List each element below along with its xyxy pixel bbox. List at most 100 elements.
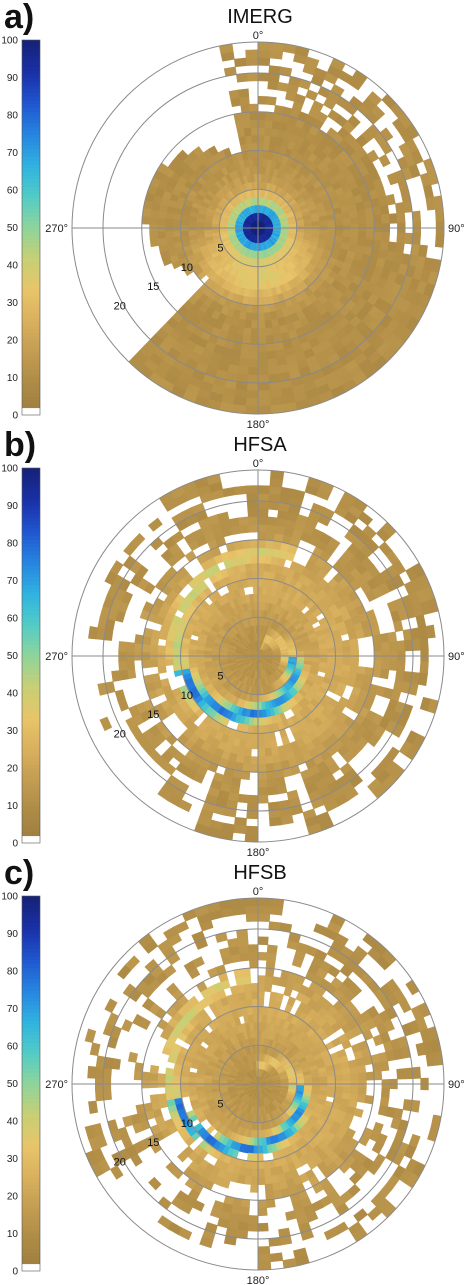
radial-tick-label: 15 — [147, 709, 159, 721]
heatmap-cell — [257, 1137, 263, 1147]
heatmap-cell — [265, 531, 276, 542]
heatmap-cell — [257, 281, 263, 291]
heatmap-cell — [342, 658, 352, 667]
colorbar-segment — [22, 246, 40, 251]
colorbar-segment — [22, 1259, 40, 1265]
colorbar-segment — [22, 539, 40, 544]
heatmap-cell — [365, 231, 375, 241]
colorbar-tick-label: 30 — [7, 298, 19, 309]
colorbar-segment — [22, 111, 40, 116]
heatmap-cell — [264, 983, 273, 993]
heatmap-cell — [239, 350, 250, 360]
colorbar-segment — [22, 779, 40, 784]
heatmap-cell — [245, 570, 253, 580]
heatmap-cell — [253, 601, 259, 610]
heatmap-cell — [245, 49, 259, 59]
heatmap-cell — [246, 810, 259, 820]
heatmap-cell — [246, 578, 254, 588]
colorbar-tick-label: 70 — [7, 1004, 19, 1015]
colorbar-segment — [22, 648, 40, 653]
colorbar-segment — [22, 212, 40, 217]
colorbar-segment — [22, 265, 40, 270]
colorbar-segment — [22, 1053, 40, 1058]
heatmap-cell — [247, 158, 255, 167]
heatmap-cell — [251, 304, 259, 314]
heatmap-cell — [257, 328, 266, 337]
colorbar-segment — [22, 561, 40, 567]
colorbar-segment — [22, 366, 40, 371]
heatmap-cell — [266, 778, 277, 788]
heatmap-cell — [233, 485, 247, 496]
heatmap-cell — [180, 230, 189, 237]
heatmap-cell — [257, 390, 271, 399]
colorbar-segment — [22, 524, 40, 529]
heatmap-cell — [396, 640, 406, 652]
colorbar-segment — [22, 62, 40, 67]
colorbar-segment — [22, 513, 40, 518]
polar-grid — [71, 41, 445, 415]
heatmap-cell — [238, 358, 250, 368]
colorbar-segment — [22, 343, 40, 349]
colorbar-segment — [22, 651, 40, 657]
heatmap-cell — [396, 232, 406, 244]
heatmap-cell — [248, 523, 259, 533]
colorbar-segment — [22, 238, 40, 244]
colorbar-segment — [22, 918, 40, 923]
colorbar-segment — [22, 708, 40, 713]
heatmap-cell — [417, 672, 428, 686]
colorbar-tick-label: 10 — [7, 373, 19, 384]
heatmap-cell — [396, 660, 406, 672]
heatmap-cell — [250, 982, 259, 992]
colorbar-segment — [22, 899, 40, 905]
colorbar-segment — [22, 1214, 40, 1220]
heatmap-cell — [264, 319, 273, 329]
heatmap-cell — [266, 96, 277, 106]
heatmap-cell — [411, 210, 422, 223]
colorbar-segment — [22, 310, 40, 315]
heatmap-cell — [246, 1006, 254, 1016]
heatmap-cell — [296, 1078, 305, 1083]
colorbar-segment — [22, 663, 40, 668]
colorbar-tick-label: 50 — [7, 651, 19, 662]
heatmap-cell — [263, 304, 271, 314]
colorbar-segment — [22, 468, 40, 473]
heatmap-cell — [349, 210, 359, 219]
heatmap-cell — [263, 1160, 271, 1170]
colorbar-segment — [22, 610, 40, 615]
heatmap-cell — [277, 81, 289, 92]
radial-tick-label: 5 — [217, 670, 223, 682]
heatmap-cell — [257, 485, 271, 494]
colorbar-segment — [22, 558, 40, 563]
heatmap-cell — [187, 229, 197, 236]
colorbar-segment — [22, 103, 40, 109]
heatmap-cell — [157, 1093, 167, 1102]
heatmap-cell — [280, 814, 294, 826]
colorbar-tick-label: 100 — [1, 464, 18, 475]
heatmap-cell — [164, 230, 174, 239]
heatmap-cell — [253, 1021, 259, 1031]
heatmap-cell — [257, 763, 267, 773]
colorbar-segment — [22, 621, 40, 627]
colorbar-segment — [22, 1263, 40, 1268]
colorbar-segment — [22, 520, 40, 525]
heatmap-cell — [257, 732, 265, 742]
colorbar-segment — [22, 1128, 40, 1133]
angular-tick-label: 90° — [448, 223, 464, 235]
heatmap-cell — [250, 126, 259, 136]
colorbar-segment — [22, 66, 40, 71]
colorbar-tick-label: 90 — [7, 501, 19, 512]
heatmap-cell — [257, 562, 265, 572]
colorbar-segment — [22, 115, 40, 120]
heatmap-cell — [125, 641, 136, 653]
colorbar-segment — [22, 576, 40, 582]
colorbar-segment — [22, 490, 40, 495]
heatmap-cell — [342, 645, 352, 654]
heatmap-cell — [264, 1183, 274, 1193]
colorbar-segment — [22, 1267, 40, 1272]
colorbar-segment — [22, 1154, 40, 1160]
heatmap-cell — [208, 145, 219, 157]
heatmap-cell — [341, 1067, 351, 1076]
colorbar-segment — [22, 640, 40, 645]
colorbar-segment — [22, 291, 40, 296]
